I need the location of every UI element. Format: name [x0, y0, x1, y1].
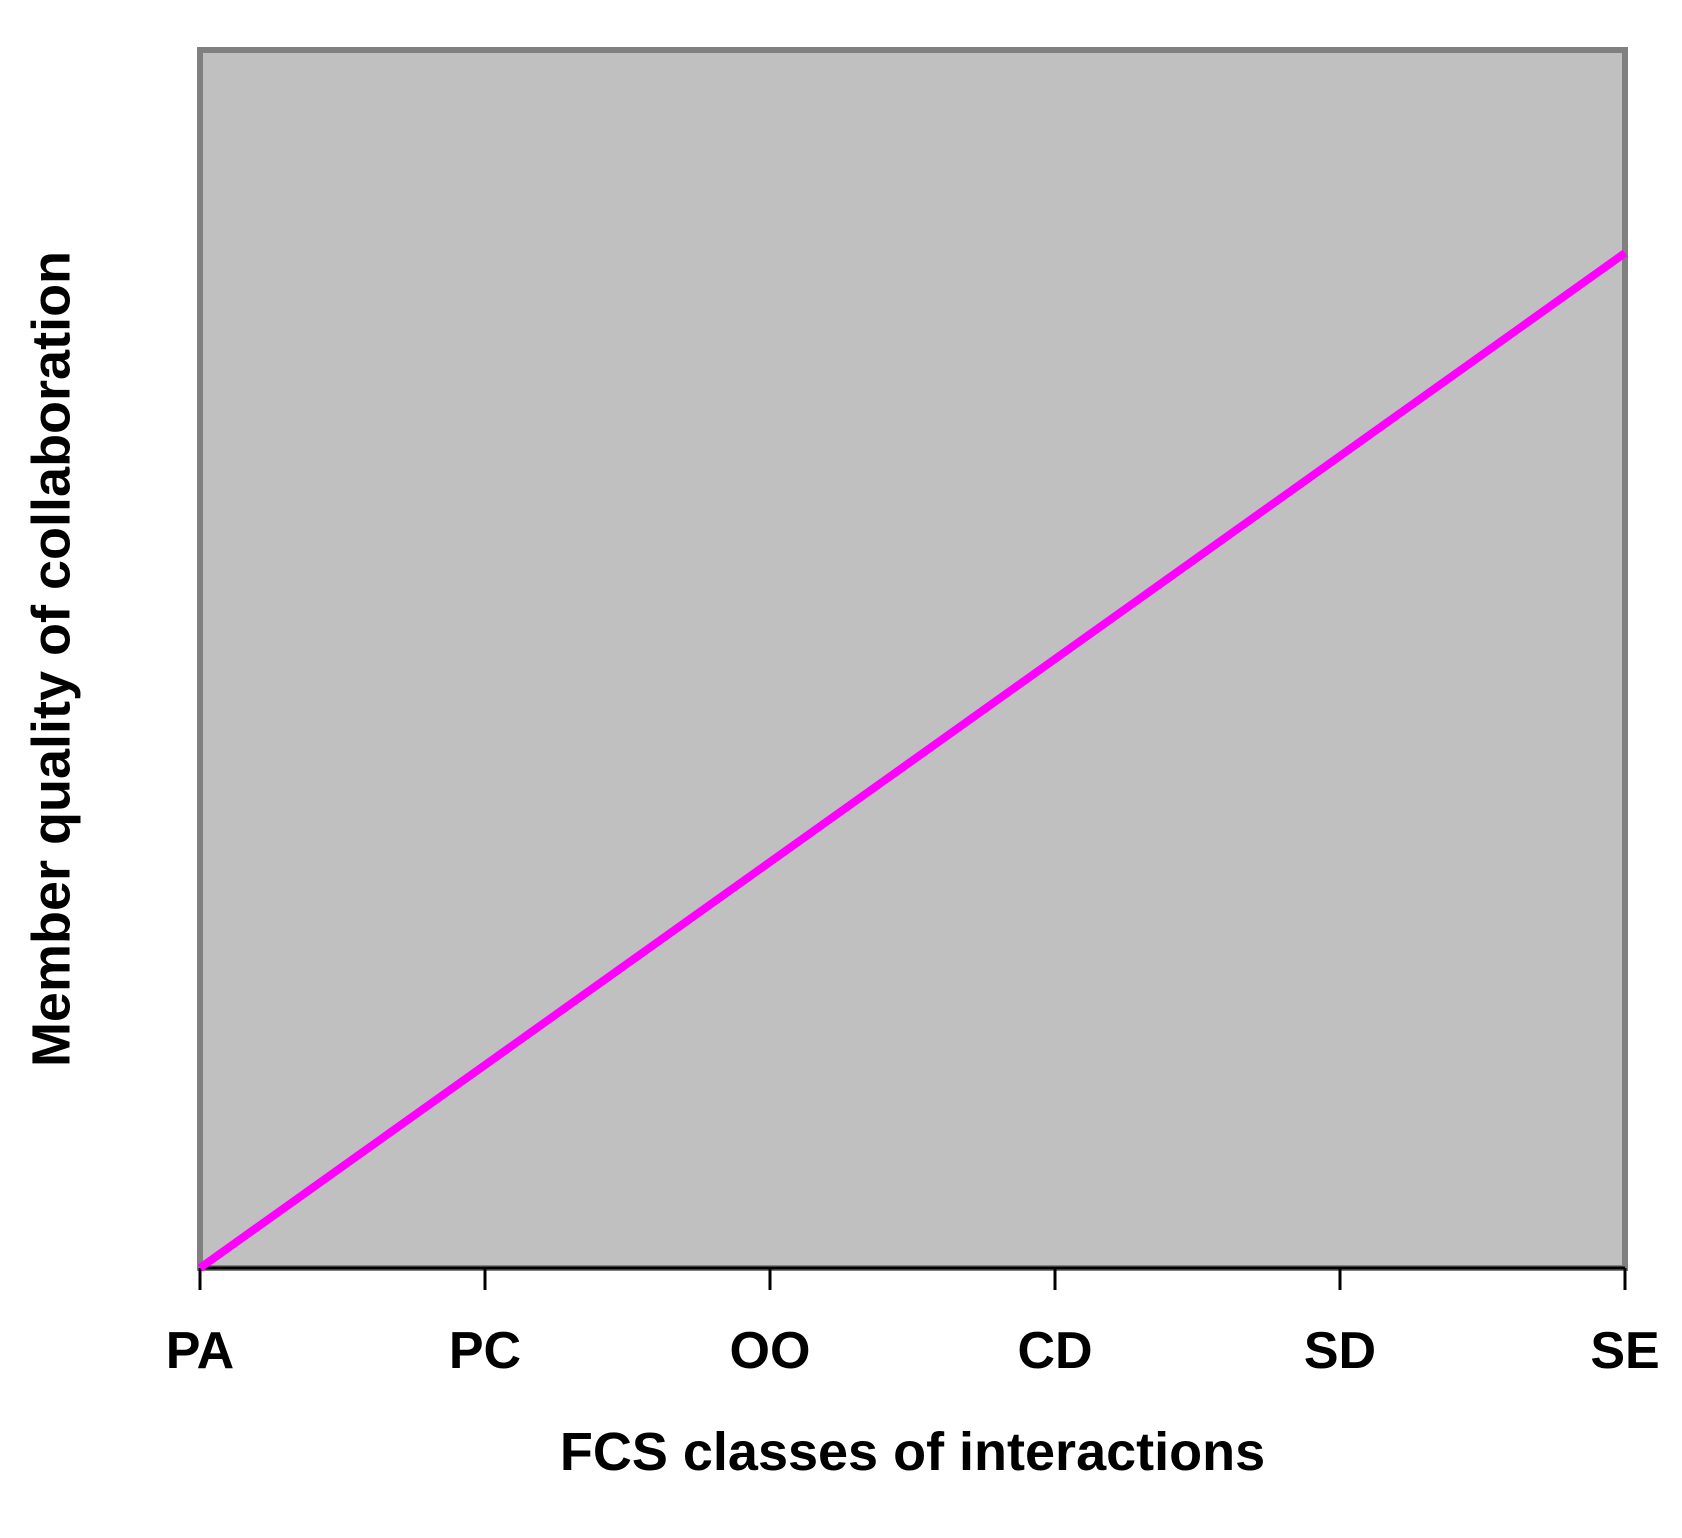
x-tick-label: CD	[1017, 1322, 1092, 1380]
series-lines	[197, 249, 1628, 1272]
x-tick-label: PA	[166, 1322, 234, 1380]
y-axis-title: Member quality of collaboration	[21, 251, 81, 1067]
plot-area	[197, 47, 1628, 1271]
x-tick-label: PC	[449, 1322, 521, 1380]
x-tick-labels: PA PC OO CD SD SE	[166, 1322, 1660, 1380]
x-ticks	[198, 1268, 1627, 1290]
x-tick-label: SE	[1590, 1322, 1659, 1380]
x-tick-label: SD	[1304, 1322, 1376, 1380]
x-tick-label: OO	[730, 1322, 811, 1380]
x-axis-title: FCS classes of interactions	[560, 1422, 1265, 1482]
series-line	[197, 249, 1628, 1272]
